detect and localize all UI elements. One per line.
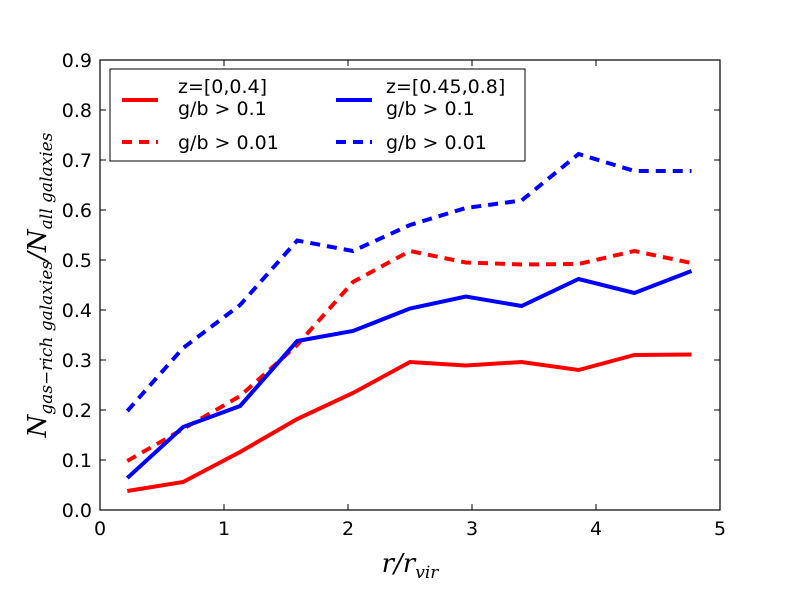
y-tick-label: 0.0 bbox=[62, 500, 92, 522]
x-axis-label: r/rvir bbox=[382, 549, 440, 583]
legend-label-red-solid-line2: g/b > 0.1 bbox=[178, 98, 267, 120]
legend-label-red-dashed: g/b > 0.01 bbox=[178, 132, 279, 154]
legend-label-blue-solid-line2: g/b > 0.1 bbox=[386, 98, 475, 120]
legend-label-blue-dashed: g/b > 0.01 bbox=[386, 132, 487, 154]
x-tick-label: 2 bbox=[342, 518, 354, 540]
legend-box bbox=[109, 68, 526, 162]
y-axis-label: Ngas−rich galaxies/Nall galaxies bbox=[23, 132, 57, 438]
x-tick-label: 4 bbox=[590, 518, 602, 540]
plot-frame bbox=[99, 59, 721, 511]
series-line-3 bbox=[125, 151, 692, 413]
x-axis-label-base: r/r bbox=[382, 549, 417, 579]
y-tick-label: 0.1 bbox=[62, 450, 92, 472]
y-tick-label: 0.4 bbox=[62, 300, 92, 322]
series-line-1 bbox=[126, 248, 692, 463]
x-axis-label-subscript: vir bbox=[415, 563, 439, 583]
series-line-2 bbox=[125, 269, 693, 480]
y-tick-label: 0.6 bbox=[62, 200, 92, 222]
y-tick-label: 0.8 bbox=[62, 100, 92, 122]
y-tick-label: 0.3 bbox=[62, 350, 92, 372]
legend: z=[0,0.4] g/b > 0.1 z=[0.45,0.8] g/b > 0… bbox=[109, 68, 526, 162]
legend-label-blue-solid-line1: z=[0.45,0.8] bbox=[386, 76, 505, 98]
x-tick-label: 3 bbox=[466, 518, 478, 540]
y-tick-label: 0.9 bbox=[62, 50, 92, 72]
y-axis-label-n1: N bbox=[23, 413, 53, 438]
x-tick-label: 0 bbox=[94, 518, 106, 540]
series-line-0 bbox=[126, 352, 692, 493]
y-tick-label: 0.2 bbox=[62, 400, 92, 422]
y-tick-label: 0.5 bbox=[62, 250, 92, 272]
ticks-layer: 0 1 2 3 4 5 0.0 0.1 0.2 0.3 0.4 0.5 0.6 0.7 0.8 0.9 bbox=[62, 50, 726, 540]
y-axis-label-n2: /N bbox=[23, 228, 53, 264]
x-tick-label: 5 bbox=[714, 518, 726, 540]
x-tick-label: 1 bbox=[218, 518, 230, 540]
series-layer bbox=[125, 151, 693, 493]
legend-label-red-solid-line1: z=[0,0.4] bbox=[178, 76, 267, 98]
y-axis-label-sub1: gas−rich galaxies bbox=[37, 261, 57, 415]
y-tick-label: 0.7 bbox=[62, 150, 92, 172]
y-axis-label-sub2: all galaxies bbox=[37, 132, 57, 229]
